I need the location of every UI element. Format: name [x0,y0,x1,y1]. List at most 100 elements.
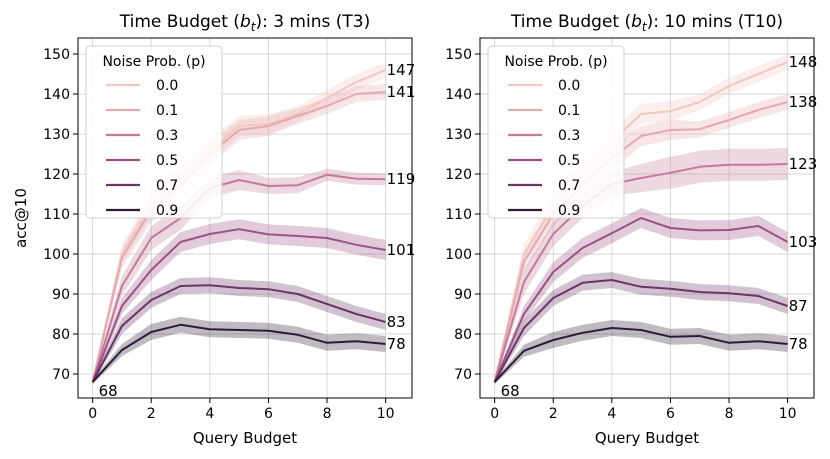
legend-entry-0-1: 0.1 [156,103,178,119]
title-subscript: t [642,20,648,34]
legend-entry-0-0: 0.0 [558,78,580,94]
legend-entry-0-9: 0.9 [558,203,580,219]
y-tick-label: 100 [445,247,472,263]
chart-title: Time Budget (bt): 3 mins (T3) [119,12,370,34]
chart-title: Time Budget (bt): 10 mins (T10) [510,12,783,34]
title-subscript: t [251,20,257,34]
end-value-label: 138 [789,93,818,111]
x-tick-label: 0 [490,406,499,422]
series-band-0-5 [494,208,788,384]
y-tick-label: 130 [445,127,472,143]
y-tick-label: 90 [52,287,70,303]
end-value-label: 78 [387,335,406,353]
series-line-0-0 [493,61,789,383]
y-tick-label: 100 [43,247,70,263]
y-tick-label: 140 [43,87,70,103]
x-tick-label: 4 [607,406,616,422]
end-value-label: 78 [789,335,808,353]
y-tick-label: 110 [43,207,70,223]
series-line-0-3 [493,163,788,383]
legend: Noise Prob. (p) 0.0 0.1 0.3 0.5 0.7 0.9 [487,45,625,219]
legend-entry-0-5: 0.5 [156,153,178,169]
series-line-0-5 [493,217,789,383]
y-tick-label: 130 [43,127,70,143]
legend-title: Noise Prob. (p) [504,54,607,70]
y-tick-label: 150 [43,47,70,63]
y-tick-label: 90 [454,287,472,303]
series-line-0-9 [493,327,788,383]
legend-entry-0-7: 0.7 [156,178,178,194]
title-suffix: ): 3 mins (T3) [255,12,370,32]
end-value-label: 147 [387,61,416,79]
plot-frame [479,37,815,399]
x-tick-label: 8 [725,406,734,422]
x-tick-label: 10 [377,406,395,422]
plot-area [493,54,789,384]
legend-entry-0-5: 0.5 [558,153,580,169]
start-value-label: 68 [501,382,520,400]
y-tick-label: 120 [445,167,472,183]
series-line-0-0 [91,69,387,383]
end-value-label: 148 [789,53,818,71]
series-band-0-0 [494,54,788,384]
legend-entry-0-0: 0.0 [156,78,178,94]
legend-box [85,45,223,219]
y-tick-label: 120 [43,167,70,183]
x-tick-label: 0 [88,406,97,422]
end-value-label: 87 [789,297,808,315]
y-tick-label: 110 [445,207,472,223]
start-value-label: 68 [99,382,118,400]
y-tick-label: 150 [445,47,472,63]
legend-entry-0-3: 0.3 [558,128,580,144]
series-band-0-3 [92,168,386,384]
series-band-0-3 [494,148,788,384]
x-tick-label: 2 [147,406,156,422]
y-tick-label: 140 [445,87,472,103]
title-suffix: ): 10 mins (T10) [647,12,783,32]
legend-entry-0-9: 0.9 [156,203,178,219]
title-prefix: Time Budget ( [119,12,240,32]
y-tick-label: 70 [52,367,70,383]
x-tick-label: 6 [264,406,273,422]
series-band-0-7 [92,277,386,384]
y-tick-label: 80 [52,327,70,343]
x-axis-label: Query Budget [193,429,297,447]
plot-area [91,62,387,384]
legend-entry-0-7: 0.7 [558,178,580,194]
end-value-label: 101 [387,241,416,259]
end-value-label: 123 [789,155,818,173]
series-line-0-1 [91,91,386,383]
x-tick-label: 4 [205,406,214,422]
legend-entry-0-3: 0.3 [156,128,178,144]
x-axis-label: Query Budget [595,429,699,447]
legend-title: Noise Prob. (p) [102,54,205,70]
x-tick-label: 10 [779,406,797,422]
end-value-label: 103 [789,233,818,251]
end-value-label: 141 [387,83,416,101]
x-tick-label: 2 [549,406,558,422]
end-value-label: 83 [387,313,406,331]
series-line-0-3 [91,173,386,383]
series-line-0-7 [493,279,788,383]
y-axis-label: acc@10 [12,188,30,248]
x-tick-label: 8 [323,406,332,422]
y-tick-label: 70 [454,367,472,383]
plot-frame [77,37,413,399]
legend-entry-0-1: 0.1 [558,103,580,119]
title-variable: b [240,12,251,32]
series-line-0-7 [91,284,386,383]
series-band-0-7 [494,272,788,384]
series-band-0-5 [92,219,386,384]
y-tick-label: 80 [454,327,472,343]
x-tick-label: 6 [666,406,675,422]
legend-box [487,45,625,219]
series-line-0-5 [91,228,386,383]
legend: Noise Prob. (p) 0.0 0.1 0.3 0.5 0.7 0.9 [85,45,223,219]
title-variable: b [631,12,642,32]
series-line-0-1 [493,101,788,383]
series-line-0-9 [91,323,386,383]
title-prefix: Time Budget ( [510,12,631,32]
